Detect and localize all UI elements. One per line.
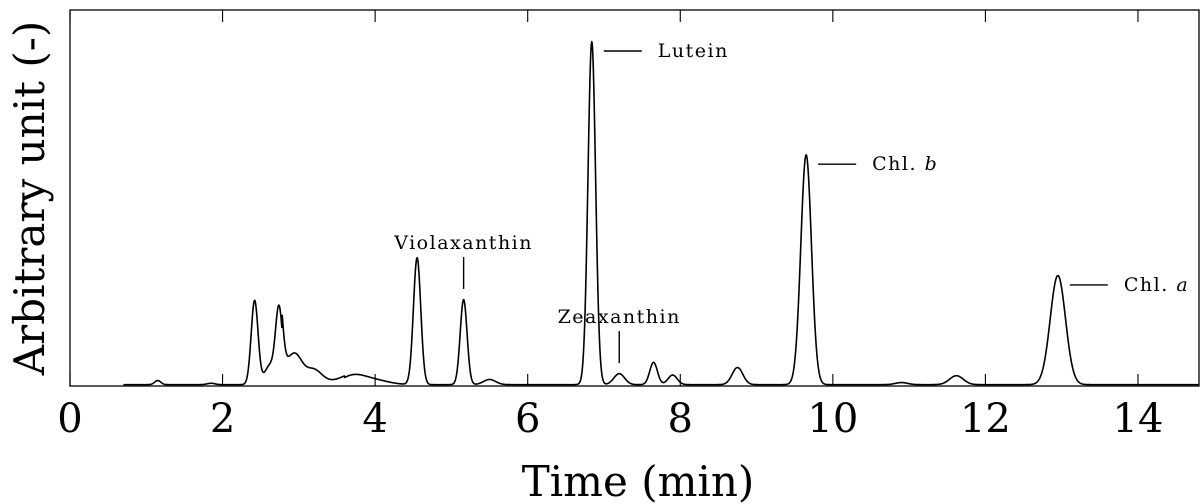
- peak-annotation: Chl. a: [1124, 274, 1189, 296]
- chromatogram-line: [123, 40, 1200, 386]
- x-tick-label: 4: [362, 396, 387, 442]
- x-tick-label: 12: [960, 396, 1011, 442]
- x-tick-label: 10: [807, 396, 858, 442]
- axes: 0 2 4 6 8 10 12 14: [57, 9, 1200, 442]
- plot-frame: [69, 9, 1200, 387]
- y-axis-label: Arbitrary unit (-): [5, 21, 54, 377]
- series-layer: [123, 40, 1200, 386]
- x-axis-label: Time (min): [522, 457, 755, 504]
- x-tick-label: 0: [57, 396, 82, 442]
- peak-annotation: Lutein: [658, 40, 729, 62]
- x-tick-label: 2: [210, 396, 235, 442]
- peak-annotation: Zeaxanthin: [558, 306, 681, 328]
- x-tick-label: 6: [515, 396, 540, 442]
- x-tick-label: 8: [668, 396, 693, 442]
- peak-annotation: Chl. b: [872, 153, 938, 175]
- x-tick-label: 14: [1113, 396, 1164, 442]
- annotations: Violaxanthin Lutein Zeaxanthin Chl. b Chl. a: [393, 40, 1189, 364]
- peak-annotation: Violaxanthin: [393, 232, 533, 254]
